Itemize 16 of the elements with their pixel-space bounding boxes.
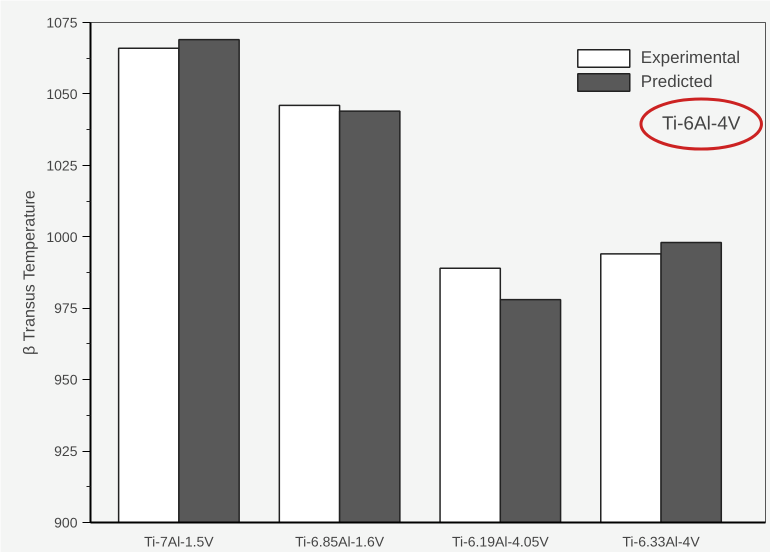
legend-label: Predicted — [640, 72, 713, 92]
x-tick-label: Ti-6.19Al-4.05V — [452, 534, 550, 550]
annotation: Ti-6Al-4V — [662, 114, 741, 134]
y-tick-label: 1075 — [46, 14, 78, 30]
x-tick-label: Ti-7Al-1.5V — [144, 534, 214, 550]
y-tick-label: 1025 — [46, 157, 78, 174]
y-tick-label: 950 — [54, 372, 78, 388]
legend-label: Experimental — [640, 48, 740, 68]
y-tick-label: 900 — [54, 514, 78, 530]
y-tick-label: 975 — [54, 300, 78, 316]
y-tick-label: 1000 — [46, 228, 78, 245]
x-tick-label: Ti-6.33Al-4V — [622, 534, 700, 550]
y-tick-label: 1050 — [46, 86, 78, 102]
y-tick-label: 925 — [54, 443, 78, 460]
x-tick-label: Ti-6.85Al-1.6V — [295, 534, 385, 550]
y-axis-title: β Transus Temperature — [21, 190, 38, 356]
